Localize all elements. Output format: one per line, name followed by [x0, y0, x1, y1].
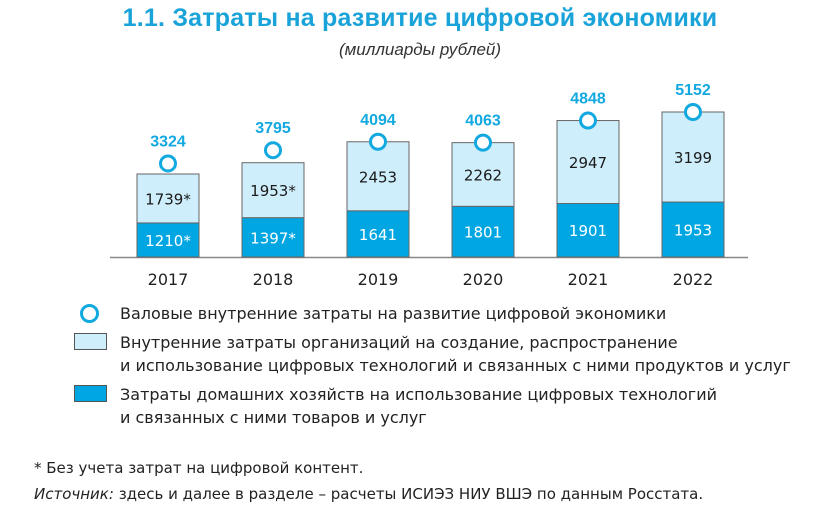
label-organizations-2018: 1953*: [250, 182, 296, 200]
chart-title: 1.1. Затраты на развитие цифровой эконом…: [122, 4, 718, 32]
legend: Валовые внутренние затраты на развитие ц…: [74, 302, 814, 435]
x-tick-label-2018: 2018: [253, 270, 294, 289]
legend-label-households-1: Затраты домашних хозяйств на использован…: [120, 385, 717, 404]
source-note: Источник: здесь и далее в разделе – расч…: [34, 485, 703, 503]
x-tick-label-2021: 2021: [568, 270, 609, 289]
bar-organizations-2017: [136, 173, 200, 224]
bar-organizations-2020: [451, 142, 515, 207]
legend-item-households: Затраты домашних хозяйств на использован…: [74, 383, 814, 429]
total-label-2018: 3795: [255, 120, 291, 137]
bar-households-2017: [136, 222, 200, 258]
label-households-2020: 1801: [464, 224, 502, 242]
legend-label-households-2: и связанных с ними товаров и услуг: [120, 408, 427, 427]
label-households-2018: 1397*: [250, 229, 296, 247]
label-organizations-2021: 2947: [569, 154, 607, 172]
total-marker-2020: [474, 133, 492, 152]
bar-households-2019: [346, 210, 410, 258]
total-label-2019: 4094: [360, 112, 396, 129]
total-label-2021: 4848: [570, 91, 606, 108]
legend-swatch-circle: [80, 304, 99, 323]
bar-households-2022: [661, 201, 725, 258]
stacked-bar-chart: 1210* 1739* 3324 2017 1397* 1953* 3795 2018 1641…: [110, 82, 748, 289]
chart-subtitle: (миллиарды рублей): [338, 40, 502, 59]
total-marker-2018: [264, 141, 282, 160]
x-tick-label-2022: 2022: [673, 270, 714, 289]
label-households-2017: 1210*: [145, 232, 191, 250]
bar-organizations-2021: [556, 120, 620, 204]
legend-item-organizations: Внутренние затраты организаций на создан…: [74, 331, 814, 377]
source-text: здесь и далее в разделе – расчеты ИСИЭЗ …: [113, 485, 704, 503]
bar-organizations-2018: [241, 162, 305, 219]
source-label: Источник:: [34, 485, 114, 503]
label-households-2019: 1641: [359, 226, 397, 244]
footnote: * Без учета затрат на цифровой контент.: [34, 459, 364, 477]
x-tick-label-2019: 2019: [358, 270, 399, 289]
legend-label-organizations-1: Внутренние затраты организаций на создан…: [120, 333, 678, 352]
total-marker-2021: [579, 111, 597, 130]
label-households-2021: 1901: [569, 222, 607, 240]
label-organizations-2020: 2262: [464, 166, 502, 184]
label-households-2022: 1953: [674, 222, 712, 240]
bar-organizations-2019: [346, 141, 410, 212]
label-organizations-2019: 2453: [359, 168, 397, 186]
label-organizations-2022: 3199: [674, 149, 712, 167]
legend-swatch-dark: [74, 385, 107, 402]
legend-swatch-light: [74, 333, 107, 350]
total-label-2020: 4063: [465, 113, 501, 130]
bar-households-2018: [241, 217, 305, 258]
bar-organizations-2022: [661, 111, 725, 203]
total-label-2017: 3324: [150, 133, 186, 150]
legend-item-gross: Валовые внутренние затраты на развитие ц…: [74, 302, 814, 325]
x-tick-label-2020: 2020: [463, 270, 504, 289]
total-marker-2017: [159, 154, 177, 173]
bar-households-2021: [556, 202, 620, 258]
x-tick-label-2017: 2017: [148, 270, 189, 289]
total-label-2022: 5152: [675, 82, 711, 99]
legend-label-gross: Валовые внутренние затраты на развитие ц…: [120, 304, 667, 323]
total-marker-2022: [684, 103, 702, 121]
legend-label-organizations-2: и использование цифровых технологий и св…: [120, 356, 791, 375]
label-organizations-2017: 1739*: [145, 190, 191, 208]
total-marker-2019: [369, 132, 387, 151]
bar-households-2020: [451, 205, 515, 258]
